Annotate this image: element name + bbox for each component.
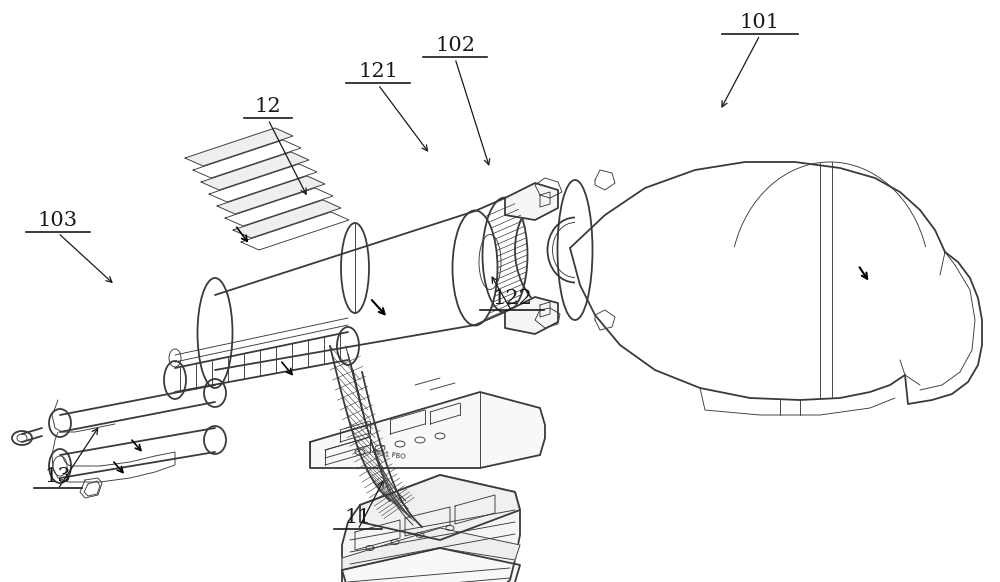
Polygon shape — [595, 170, 615, 190]
Polygon shape — [342, 528, 520, 570]
Polygon shape — [201, 152, 309, 190]
Polygon shape — [535, 308, 560, 328]
Polygon shape — [595, 310, 615, 330]
Polygon shape — [535, 178, 562, 198]
Polygon shape — [233, 200, 341, 238]
Polygon shape — [505, 297, 558, 334]
Text: 103: 103 — [38, 211, 78, 230]
Polygon shape — [185, 128, 293, 166]
Text: 13: 13 — [45, 467, 71, 486]
Text: 11: 11 — [345, 508, 371, 527]
Text: 101: 101 — [740, 13, 780, 32]
Polygon shape — [342, 548, 520, 582]
Text: 122: 122 — [492, 289, 532, 308]
Polygon shape — [310, 392, 545, 468]
Text: 121: 121 — [358, 62, 398, 81]
Polygon shape — [505, 183, 558, 220]
Polygon shape — [360, 475, 520, 540]
Polygon shape — [342, 475, 520, 582]
Polygon shape — [217, 176, 325, 214]
Text: NO1 PBO: NO1 PBO — [374, 450, 406, 460]
Text: 102: 102 — [435, 36, 475, 55]
Text: 12: 12 — [255, 97, 281, 116]
